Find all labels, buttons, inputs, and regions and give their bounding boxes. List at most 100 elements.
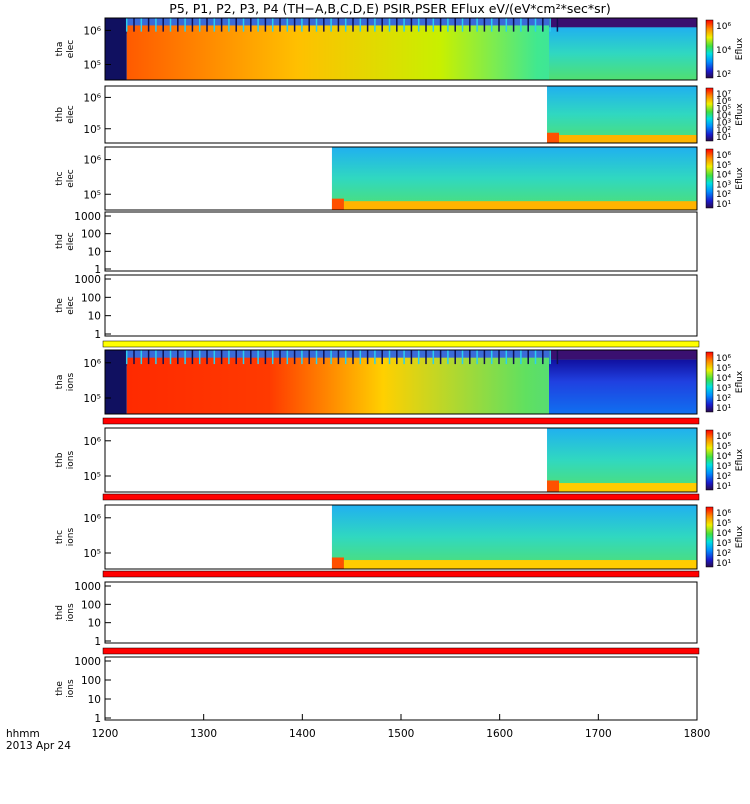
y-tick-label: 10⁶ [83,436,101,448]
x-tick-label: 1600 [486,728,513,740]
panel-the-ions: theions [55,656,698,721]
panel-frame [104,427,698,493]
y-tick-label: 1000 [74,211,101,223]
ylabel-the-elec: theelec [55,296,76,315]
late-region [549,359,697,414]
spectrogram-thb-ions [547,428,697,492]
y-tick-label: 10⁵ [83,189,101,201]
x-tick-label: 1400 [289,728,316,740]
ylabel-line: ions [66,450,76,469]
colorbar-tick: 10⁶ [716,354,731,364]
x-tick-label: 1700 [585,728,612,740]
y-tick-label: 1000 [74,274,101,286]
ylabel-line: ions [66,679,76,698]
colorbar-label: Eflux [735,37,745,60]
flux-body [331,505,697,569]
y-tick-label: 1000 [74,656,101,668]
colorbar-tick: 10⁴ [716,171,731,181]
ylabel-line: thd [55,605,65,620]
y-tick-label: 10 [88,618,101,630]
ylabel-thd-ions: thdions [55,603,76,622]
mode-bar [102,647,700,655]
mode-bar [102,340,700,348]
time-axis-label: hhmm [6,728,40,740]
panel-frame [104,274,698,337]
colorbar-tick: 10³ [716,384,731,394]
low-energy-band [559,483,697,492]
ylabel-line: elec [66,105,76,124]
y-tick-label: 100 [81,292,101,304]
spectrogram-thb-elec [547,86,697,143]
ylabel-line: elec [66,232,76,251]
colorbar-tick: 10⁴ [716,46,731,56]
panel-frame [104,211,698,272]
colorbar-tick: 10⁵ [716,442,731,452]
colorbar-label: Eflux [735,103,745,126]
panel-thd-ions: thdions [55,581,698,644]
x-tick-label: 1500 [388,728,415,740]
panel-frame [104,146,698,211]
late-top [549,350,697,360]
ylabel-line: the [55,681,65,696]
ylabel-line: thb [55,452,65,467]
colorbar-ramp [705,429,714,491]
ylabel-tha-ions: thaions [55,372,76,391]
y-tick-label: 10 [88,311,101,323]
panel-stack: thaelec10⁶10⁴10²Eflux10⁵10⁶thbelec10⁷10⁶… [55,17,745,725]
ylabel-tha-elec: thaelec [55,40,76,59]
date-label: 2013 Apr 24 [6,740,71,752]
colorbar-tick: 10⁴ [716,529,731,539]
colorbar-tick: 10⁶ [716,22,731,32]
flux-body [331,147,697,210]
y-tick-label: 10⁵ [83,471,101,483]
ylabel-thb-ions: thbions [55,450,76,469]
mode-bar [102,493,700,501]
panel-frame [104,85,698,144]
colorbar-tick: 10⁷ [716,90,731,100]
ylabel-line: tha [55,375,65,390]
ylabel-line: thc [55,171,65,185]
y-tick-label: 10⁵ [83,393,101,405]
onset-streak [331,198,344,210]
ylabel-line: tha [55,42,65,57]
spectrogram-tha-elec [105,18,697,80]
late-region [549,27,697,80]
ylabel-thb-elec: thbelec [55,105,76,124]
y-tick-label: 1 [94,636,101,648]
spectrogram-tha-ions [105,350,697,414]
low-energy-band [343,201,697,210]
colorbar-tick: 10¹ [716,559,731,569]
colorbar-tick: 10² [716,126,731,136]
ylabel-thc-ions: thcions [55,527,76,546]
ylabel-line: the [55,298,65,313]
colorbar-ramp [705,19,714,79]
colorbar-tick: 10¹ [716,404,731,414]
spectrogram-thc-ions [331,505,697,569]
y-tick-label: 10⁵ [83,124,101,136]
ylabel-line: ions [66,372,76,391]
colorbar-tick: 10¹ [716,133,731,143]
time-axis-ticks: 1200 1300 1400 1500 1600 1700 1800 [92,714,710,740]
y-tick-label: 100 [81,229,101,241]
colorbar-ramp [705,87,714,142]
panel-frame [104,656,698,721]
panel-frame [104,581,698,644]
colorbar-tick: 10⁵ [716,519,731,529]
colorbar-tick: 10⁴ [716,112,731,122]
panel-frame [104,17,698,81]
panel-frame [104,504,698,570]
colorbar-tick: 10¹ [716,482,731,492]
colorbar-tick: 10⁶ [716,432,731,442]
colorbar-tick: 10³ [716,119,731,129]
y-tick-label: 1 [94,329,101,341]
y-tick-label: 10⁶ [83,25,101,37]
ylabel-line: elec [66,40,76,59]
colorbar-tick: 10² [716,472,731,482]
colorbar-tick: 10⁴ [716,374,731,384]
panel-thd-elec: thdelec [55,211,698,272]
